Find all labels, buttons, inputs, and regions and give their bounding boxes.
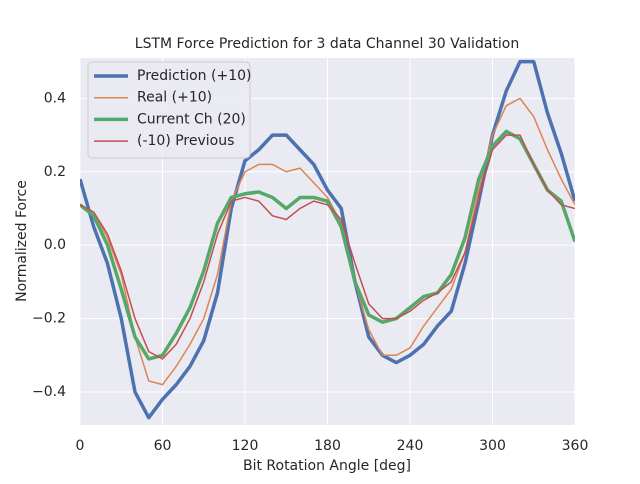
x-tick-label: 180: [314, 438, 341, 454]
x-tick-label: 0: [76, 438, 85, 454]
y-tick-label: −0.4: [32, 384, 66, 400]
x-tick-label: 60: [154, 438, 172, 454]
data-line: [80, 129, 575, 361]
legend-label: Current Ch (20): [137, 111, 246, 127]
y-axis-label: Normalized Force: [14, 180, 30, 302]
data-line: [80, 134, 575, 360]
data-line: [80, 97, 575, 386]
legend-label: Real (+10): [137, 90, 212, 106]
x-axis-label: Bit Rotation Angle [deg]: [243, 458, 411, 474]
y-tick-label: 0.2: [44, 164, 66, 180]
y-tick-label: 0.0: [44, 237, 66, 253]
x-tick-label: 360: [562, 438, 589, 454]
x-tick-label: 120: [232, 438, 259, 454]
y-tick-label: −0.2: [32, 311, 66, 327]
x-tick-label: 240: [397, 438, 424, 454]
legend-label: Prediction (+10): [137, 68, 251, 84]
legend-label: (-10) Previous: [137, 133, 234, 149]
y-tick-label: 0.4: [44, 90, 66, 106]
chart-title: LSTM Force Prediction for 3 data Channel…: [135, 36, 519, 52]
legend-box: [87, 61, 251, 159]
x-tick-label: 300: [479, 438, 506, 454]
